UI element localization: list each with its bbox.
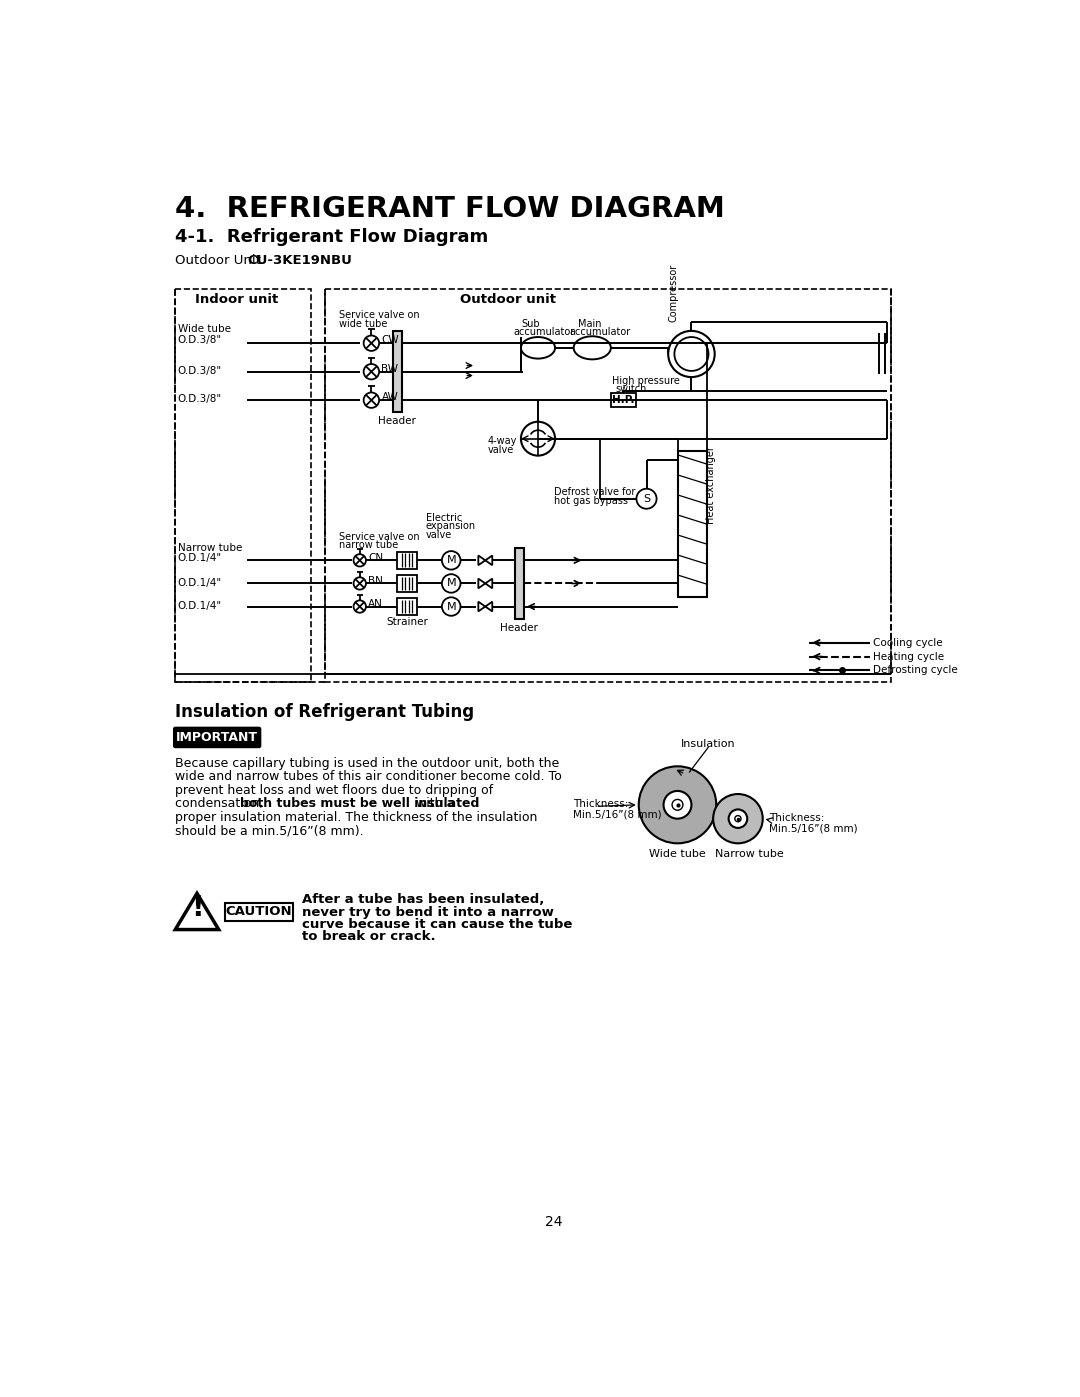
Circle shape xyxy=(729,809,747,828)
Text: expansion: expansion xyxy=(426,521,476,531)
Text: M: M xyxy=(446,578,456,588)
Bar xyxy=(515,548,524,619)
Text: Thickness:: Thickness: xyxy=(572,799,629,809)
Text: should be a min.5/16”(8 mm).: should be a min.5/16”(8 mm). xyxy=(175,824,364,837)
Bar xyxy=(325,289,891,682)
Text: Narrow tube: Narrow tube xyxy=(715,849,784,859)
Text: both tubes must be well insulated: both tubes must be well insulated xyxy=(241,798,480,810)
Text: with a: with a xyxy=(413,798,455,810)
Text: Outdoor Unit: Outdoor Unit xyxy=(175,254,261,267)
Text: 24: 24 xyxy=(544,1215,563,1229)
Text: Wide tube: Wide tube xyxy=(649,849,706,859)
Text: Heating cycle: Heating cycle xyxy=(873,651,944,662)
Text: CAUTION: CAUTION xyxy=(226,905,293,918)
Text: Thickness:: Thickness: xyxy=(769,813,824,823)
Text: Outdoor unit: Outdoor unit xyxy=(460,293,556,306)
Text: Sub: Sub xyxy=(521,320,540,330)
Text: accumulator: accumulator xyxy=(513,327,575,337)
Bar xyxy=(225,902,293,921)
Text: Electric: Electric xyxy=(426,513,462,522)
Text: to break or crack.: to break or crack. xyxy=(301,930,435,943)
Bar xyxy=(397,598,417,615)
Text: O.D.1/4": O.D.1/4" xyxy=(177,601,221,610)
Text: O.D.3/8": O.D.3/8" xyxy=(177,366,221,376)
Text: O.D.3/8": O.D.3/8" xyxy=(177,394,221,404)
Text: !: ! xyxy=(191,894,203,922)
Circle shape xyxy=(663,791,691,819)
Text: 4-1.  Refrigerant Flow Diagram: 4-1. Refrigerant Flow Diagram xyxy=(175,228,488,246)
Text: M: M xyxy=(446,602,456,612)
Text: Defrost valve for: Defrost valve for xyxy=(554,488,635,497)
Text: High pressure: High pressure xyxy=(611,376,679,386)
Text: prevent heat loss and wet floors due to dripping of: prevent heat loss and wet floors due to … xyxy=(175,784,494,796)
Text: wide and narrow tubes of this air conditioner become cold. To: wide and narrow tubes of this air condit… xyxy=(175,770,562,784)
Text: CU-3KE19NBU: CU-3KE19NBU xyxy=(247,254,352,267)
Text: Compressor: Compressor xyxy=(669,264,678,321)
Text: Service valve on: Service valve on xyxy=(339,532,419,542)
Text: 4-way: 4-way xyxy=(488,436,517,446)
Bar xyxy=(611,393,636,407)
Text: Defrosting cycle: Defrosting cycle xyxy=(873,665,958,676)
Text: Strainer: Strainer xyxy=(386,617,428,627)
Text: Indoor unit: Indoor unit xyxy=(195,293,279,306)
Text: Because capillary tubing is used in the outdoor unit, both the: Because capillary tubing is used in the … xyxy=(175,757,559,770)
Text: valve: valve xyxy=(426,529,451,539)
Text: O.D.1/4": O.D.1/4" xyxy=(177,553,221,563)
Text: Min.5/16”(8 mm): Min.5/16”(8 mm) xyxy=(572,809,661,820)
Text: BW: BW xyxy=(381,363,399,373)
Text: wide tube: wide tube xyxy=(339,319,388,328)
Text: switch: switch xyxy=(616,384,647,394)
Bar xyxy=(393,331,403,412)
Text: Min.5/16”(8 mm): Min.5/16”(8 mm) xyxy=(769,823,858,833)
Text: O.D.1/4": O.D.1/4" xyxy=(177,578,221,588)
Text: proper insulation material. The thickness of the insulation: proper insulation material. The thicknes… xyxy=(175,810,538,824)
Text: accumulator: accumulator xyxy=(569,327,631,337)
Text: Main: Main xyxy=(578,320,602,330)
Text: CW: CW xyxy=(381,335,400,345)
Polygon shape xyxy=(175,893,218,929)
Text: M: M xyxy=(446,556,456,566)
Text: After a tube has been insulated,: After a tube has been insulated, xyxy=(301,893,544,907)
Text: Header: Header xyxy=(500,623,538,633)
Text: condensation,: condensation, xyxy=(175,798,268,810)
Bar xyxy=(175,289,311,682)
Text: Header: Header xyxy=(378,416,416,426)
Text: narrow tube: narrow tube xyxy=(339,541,399,550)
Circle shape xyxy=(713,793,762,844)
Text: Insulation: Insulation xyxy=(681,739,735,749)
FancyBboxPatch shape xyxy=(173,726,261,749)
Text: O.D.3/8": O.D.3/8" xyxy=(177,335,221,345)
Text: never try to bend it into a narrow: never try to bend it into a narrow xyxy=(301,905,554,919)
Bar xyxy=(397,576,417,592)
Text: valve: valve xyxy=(488,444,514,455)
Text: CN: CN xyxy=(368,553,383,563)
Circle shape xyxy=(734,816,741,821)
Bar xyxy=(677,451,707,598)
Text: H.P.: H.P. xyxy=(612,395,635,405)
Text: curve because it can cause the tube: curve because it can cause the tube xyxy=(301,918,572,930)
Text: 4.  REFRIGERANT FLOW DIAGRAM: 4. REFRIGERANT FLOW DIAGRAM xyxy=(175,194,725,222)
Text: BN: BN xyxy=(368,576,383,587)
Text: AW: AW xyxy=(381,393,399,402)
Text: Cooling cycle: Cooling cycle xyxy=(873,637,943,648)
Text: Narrow tube: Narrow tube xyxy=(177,542,242,553)
Text: IMPORTANT: IMPORTANT xyxy=(176,731,258,745)
Text: Insulation of Refrigerant Tubing: Insulation of Refrigerant Tubing xyxy=(175,703,474,721)
Text: Service valve on: Service valve on xyxy=(339,310,419,320)
Text: AN: AN xyxy=(368,599,383,609)
Text: hot gas bypass: hot gas bypass xyxy=(554,496,627,506)
Circle shape xyxy=(638,767,716,844)
Bar xyxy=(397,552,417,569)
Text: Wide tube: Wide tube xyxy=(177,324,231,334)
Text: S: S xyxy=(643,493,650,504)
Text: Heat exchanger: Heat exchanger xyxy=(706,446,716,524)
Circle shape xyxy=(672,799,683,810)
